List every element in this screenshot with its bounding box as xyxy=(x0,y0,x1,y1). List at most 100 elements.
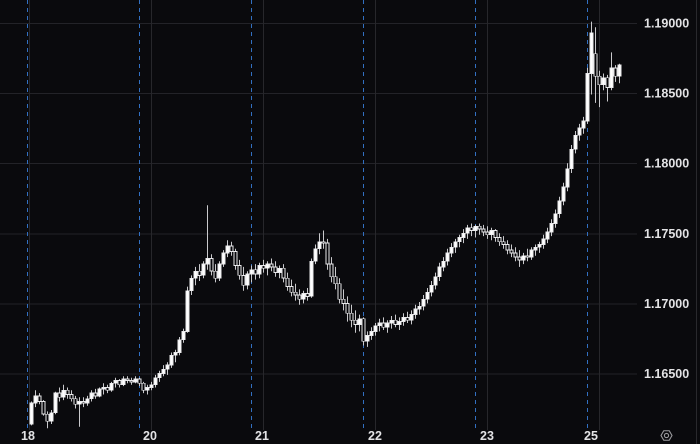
x-axis-date-label: 20 xyxy=(143,429,157,443)
bullish-candle-body xyxy=(301,293,306,300)
bearish-candle-body xyxy=(497,237,502,243)
x-axis-date-label: 25 xyxy=(584,429,598,443)
bearish-candle-body xyxy=(333,276,338,285)
bullish-candle-body xyxy=(377,322,382,327)
bullish-candle-body xyxy=(157,373,162,379)
bullish-candle-body xyxy=(609,67,614,88)
bullish-candle-body xyxy=(89,392,94,400)
bullish-candle-body xyxy=(445,252,450,262)
bearish-candle-body xyxy=(605,77,610,88)
bullish-candle-body xyxy=(169,354,174,366)
bullish-candle-body xyxy=(541,238,546,245)
bullish-candle-body xyxy=(473,225,478,231)
bullish-candle-body xyxy=(29,402,34,425)
bullish-candle-body xyxy=(557,200,562,215)
bullish-candle-body xyxy=(385,322,390,328)
bearish-candle-body xyxy=(281,267,286,279)
bullish-candle-body xyxy=(149,384,154,388)
bullish-candle-body xyxy=(585,73,590,122)
bearish-candle-body xyxy=(525,255,530,258)
bearish-candle-body xyxy=(93,392,98,397)
bullish-candle-body xyxy=(225,245,230,254)
bullish-candle-body xyxy=(529,249,534,258)
bullish-candle-body xyxy=(153,377,158,386)
bearish-candle-body xyxy=(197,270,202,276)
bullish-candle-body xyxy=(109,382,114,391)
bullish-candle-body xyxy=(389,319,394,324)
settings-gear-icon[interactable] xyxy=(660,429,673,442)
bearish-candle-body xyxy=(37,395,42,402)
bearish-candle-body xyxy=(73,398,78,405)
bearish-candle-body xyxy=(381,322,386,328)
bearish-candle-body xyxy=(597,75,602,86)
bullish-candle-body xyxy=(461,232,466,238)
candles-layer xyxy=(29,21,622,429)
bullish-candle-body xyxy=(565,168,570,188)
bullish-candle-body xyxy=(205,258,210,265)
bullish-candle-body xyxy=(401,316,406,322)
bullish-candle-body xyxy=(217,263,222,279)
bullish-candle-body xyxy=(53,392,58,414)
bullish-candle-body xyxy=(313,248,318,262)
bullish-candle-body xyxy=(617,64,622,77)
y-axis-price-label: 1.18500 xyxy=(644,87,689,101)
bullish-candle-body xyxy=(185,290,190,332)
bullish-candle-body xyxy=(545,231,550,240)
bullish-candle-body xyxy=(309,260,314,297)
bearish-candle-body xyxy=(613,67,618,77)
bearish-candle-body xyxy=(345,302,350,314)
bearish-candle-body xyxy=(353,319,358,325)
bearish-candle-body xyxy=(65,389,70,395)
bearish-candle-body xyxy=(325,242,330,265)
bearish-candle-body xyxy=(41,401,46,415)
bullish-candle-body xyxy=(189,277,194,292)
bearish-candle-body xyxy=(213,270,218,279)
bullish-candle-body xyxy=(569,148,574,170)
bearish-candle-body xyxy=(81,401,86,404)
bullish-candle-body xyxy=(165,364,170,370)
bearish-candle-body xyxy=(493,230,498,238)
bearish-candle-body xyxy=(513,252,518,258)
bullish-candle-body xyxy=(257,265,262,275)
bullish-candle-body xyxy=(533,246,538,251)
gear-nut-outline xyxy=(660,430,673,441)
bullish-candle-body xyxy=(365,335,370,342)
bullish-candle-body xyxy=(413,308,418,315)
bullish-candle-body xyxy=(221,252,226,265)
bearish-candle-body xyxy=(329,263,334,278)
bullish-candle-body xyxy=(537,244,542,248)
bearish-candle-body xyxy=(517,256,522,261)
bearish-candle-body xyxy=(293,291,298,296)
bearish-candle-body xyxy=(361,318,366,342)
bearish-candle-body xyxy=(105,387,110,391)
bearish-candle-body xyxy=(233,251,238,266)
bearish-candle-body xyxy=(505,244,510,251)
bearish-candle-body xyxy=(273,266,278,273)
bullish-candle-body xyxy=(97,388,102,397)
y-axis-price-label: 1.17500 xyxy=(644,227,689,241)
bullish-candle-body xyxy=(373,325,378,332)
bullish-candle-body xyxy=(449,246,454,254)
bullish-candle-body xyxy=(465,227,470,234)
bullish-candle-body xyxy=(277,267,282,273)
bullish-candle-body xyxy=(193,270,198,279)
bearish-candle-body xyxy=(69,394,74,400)
bullish-candle-body xyxy=(549,223,554,233)
bullish-candle-body xyxy=(245,273,250,286)
bearish-candle-body xyxy=(337,283,342,300)
x-axis-date-label: 18 xyxy=(21,429,35,443)
y-axis-price-label: 1.17000 xyxy=(644,297,689,311)
bullish-candle-body xyxy=(429,284,434,293)
bullish-candle-body xyxy=(573,134,578,150)
bullish-candle-body xyxy=(417,305,422,310)
bearish-candle-body xyxy=(137,378,142,384)
bullish-candle-body xyxy=(265,263,270,269)
bullish-candle-body xyxy=(33,395,38,404)
bullish-candle-body xyxy=(425,291,430,300)
bullish-candle-body xyxy=(317,241,322,250)
bearish-candle-body xyxy=(501,241,506,245)
bullish-candle-body xyxy=(113,380,118,384)
bullish-candle-body xyxy=(85,398,90,404)
bearish-candle-body xyxy=(393,319,398,325)
